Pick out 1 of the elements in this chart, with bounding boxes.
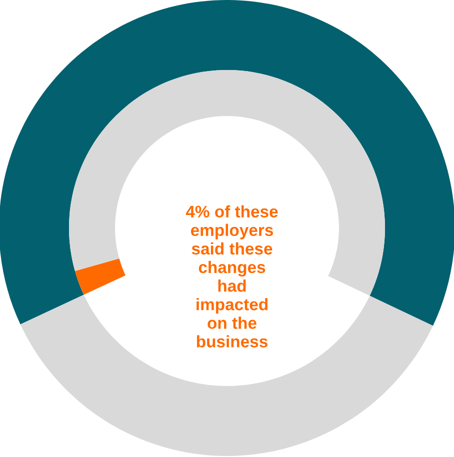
text: 4% of these employers said these changes had impacted on the business (186, 205, 278, 348)
